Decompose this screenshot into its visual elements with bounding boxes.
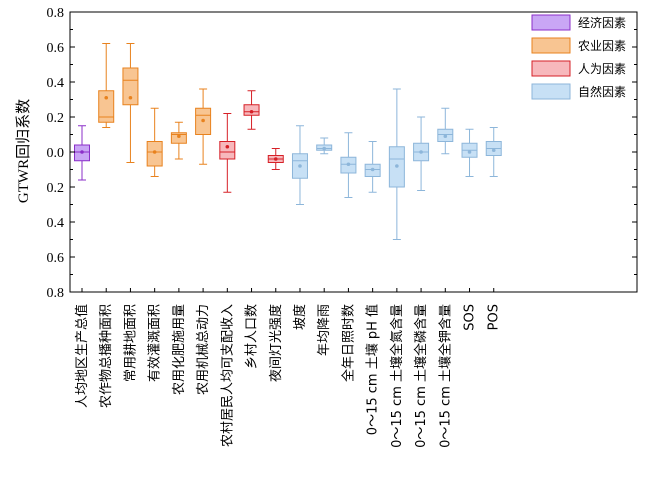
- y-tick-label: 0.6: [47, 251, 65, 266]
- legend-label: 经济因素: [578, 15, 626, 30]
- legend-item-1: 经济因素: [531, 14, 626, 31]
- box-6: [195, 88, 212, 165]
- box-12: [340, 132, 357, 198]
- iqr-box: [122, 67, 139, 106]
- plot-area: [69, 11, 638, 293]
- legend-item-3: 人为因素: [531, 60, 626, 77]
- y-tick-label: 0.2: [47, 181, 65, 196]
- category-label: 农村居民人均可支配收入: [220, 304, 235, 447]
- mean-marker: [467, 150, 472, 154]
- legend-label: 自然因素: [578, 84, 626, 99]
- box-3: [122, 43, 139, 163]
- iqr-box: [219, 141, 236, 160]
- category-label: 0～15 cm 土壤全磷含量: [413, 304, 429, 448]
- box-10: [291, 125, 308, 205]
- mean-marker: [370, 167, 375, 172]
- category-label: SOS: [463, 304, 478, 331]
- box-13: [364, 141, 381, 193]
- mean-marker: [201, 118, 205, 123]
- mean-marker: [491, 148, 496, 153]
- box-7: [219, 113, 236, 193]
- mean-marker: [128, 95, 133, 100]
- box-1: [74, 125, 90, 181]
- y-tick-label: 0.2: [47, 111, 65, 126]
- category-label: 0～15 cm 土壤全钾含量: [437, 304, 453, 448]
- mean-marker: [419, 150, 423, 154]
- y-tick-label: 0.4: [47, 76, 65, 91]
- y-axis-title: GTWR回归系数: [15, 99, 32, 203]
- category-label: 全年日照时数: [340, 304, 356, 382]
- category-label: 人均地区生产总值: [74, 304, 90, 408]
- legend-item-2: 农业因素: [531, 37, 626, 54]
- box-18: [485, 127, 502, 177]
- legend-item-4: 自然因素: [531, 83, 626, 100]
- category-label: POS: [487, 304, 502, 330]
- legend-swatch: [531, 60, 571, 77]
- category-label: 年均降雨: [317, 304, 332, 356]
- category-label: 乡村人口数: [245, 304, 260, 369]
- y-axis: 0.8 0.6 0.4 0.2 0.0 0.2 0.4 0.6 0.8: [47, 6, 637, 301]
- y-tick-label: 0.6: [47, 41, 65, 56]
- mean-marker: [177, 134, 181, 139]
- y-tick-label: 0.8: [47, 6, 65, 21]
- legend-swatch: [531, 14, 571, 31]
- legend-swatch: [531, 37, 571, 54]
- category-label: 农用机械总动力: [196, 304, 211, 395]
- category-label: 有效灌溉面积: [148, 304, 163, 382]
- box-15: [413, 116, 430, 191]
- x-axis: 人均地区生产总值 农作物总播种面积 常用耕地面积 有效灌溉面积 农用化肥施用量 农用机械总…: [74, 288, 502, 448]
- category-label: 农作物总播种面积: [99, 304, 114, 408]
- mean-marker: [249, 109, 254, 114]
- iqr-box: [98, 90, 115, 123]
- box-9: [267, 148, 284, 170]
- box-8: [243, 90, 260, 130]
- mean-marker: [273, 157, 278, 161]
- mean-marker: [395, 164, 399, 168]
- box-2: [98, 43, 115, 128]
- mean-marker: [225, 144, 230, 149]
- category-label: 0～15 cm 土壤全氮含量: [389, 304, 405, 448]
- y-tick-label: 0.8: [47, 286, 65, 301]
- box-17: [461, 128, 478, 177]
- box-5: [170, 121, 187, 160]
- mean-marker: [80, 150, 84, 154]
- category-label: 坡度: [292, 304, 308, 330]
- box-14: [388, 88, 405, 240]
- mean-marker: [346, 162, 351, 167]
- mean-marker: [322, 146, 327, 151]
- y-tick-label: 0.0: [47, 146, 65, 161]
- category-label: 夜间灯光强度: [268, 304, 284, 382]
- mean-marker: [104, 95, 109, 100]
- mean-marker: [152, 150, 157, 154]
- category-label: 常用耕地面积: [122, 304, 138, 382]
- legend-label: 人为因素: [578, 62, 626, 76]
- box-11: [316, 137, 333, 155]
- box-4: [146, 107, 163, 177]
- legend-label: 农业因素: [578, 39, 626, 53]
- category-label: 农用化肥施用量: [172, 304, 187, 395]
- box-16: [437, 107, 454, 155]
- category-label: 0～15 cm 土壤 pH 值: [365, 304, 381, 435]
- legend-swatch: [531, 83, 571, 100]
- y-tick-label: 0.4: [47, 216, 65, 231]
- mean-marker: [443, 134, 448, 139]
- mean-marker: [298, 164, 302, 168]
